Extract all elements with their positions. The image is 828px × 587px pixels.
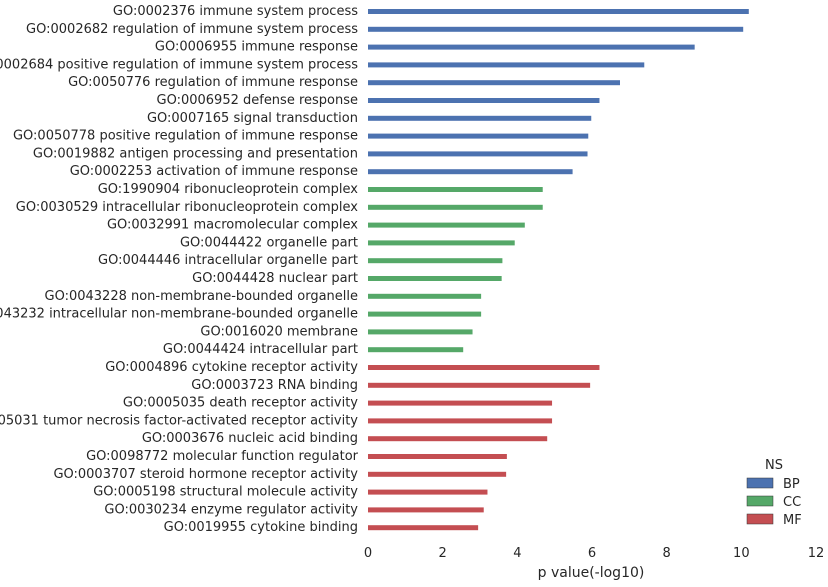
bar-cc (368, 329, 473, 335)
bar-bp (368, 9, 749, 14)
category-label: GO:0002682 regulation of immune system p… (26, 22, 358, 37)
bar-bp (368, 44, 695, 50)
category-label: GO:0050778 positive regulation of immune… (13, 129, 358, 144)
bar-cc (368, 347, 464, 353)
bar-bp (368, 62, 645, 68)
x-tick-label: 0 (364, 546, 372, 561)
category-label: GO:0032991 macromolecular complex (107, 218, 358, 233)
category-label: GO:0044428 nuclear part (192, 271, 358, 286)
category-label: GO:0005031 tumor necrosis factor-activat… (0, 413, 358, 428)
bar-bp (368, 115, 592, 121)
x-axis-ticks-group: 0 2 4 6 8 10 12 (364, 546, 824, 561)
x-tick-label: 4 (513, 546, 521, 561)
bar-cc (368, 222, 525, 228)
category-label: GO:0019882 antigen processing and presen… (33, 146, 358, 161)
legend-label-bp: BP (783, 477, 800, 492)
x-tick-label: 10 (733, 546, 750, 561)
category-label: GO:0006955 immune response (155, 40, 358, 55)
bar-mf (368, 525, 479, 531)
category-label: GO:0044422 organelle part (180, 235, 358, 250)
bar-cc (368, 258, 503, 264)
category-label: GO:0005035 death receptor activity (123, 396, 358, 411)
category-label: GO:0002376 immune system process (113, 4, 358, 19)
category-label: GO:0098772 molecular function regulator (86, 449, 359, 464)
category-label: GO:0003723 RNA binding (191, 378, 358, 393)
category-label: GO:1990904 ribonucleoprotein complex (98, 182, 359, 197)
legend: NS BP CC MF (746, 458, 802, 528)
bar-bp (368, 151, 588, 157)
x-tick-label: 8 (663, 546, 671, 561)
category-label: GO:0016020 membrane (200, 324, 358, 339)
bar-mf (368, 489, 488, 495)
category-label: GO:0005198 structural molecule activity (93, 485, 358, 500)
bar-mf (368, 400, 553, 406)
category-label: GO:0044446 intracellular organelle part (98, 253, 358, 268)
category-label: GO:0030529 intracellular ribonucleoprote… (16, 200, 359, 215)
category-label: GO:0003707 steroid hormone receptor acti… (53, 467, 358, 482)
category-label: GO:0044424 intracellular part (163, 342, 358, 357)
legend-label-cc: CC (783, 495, 801, 510)
bars-group (368, 9, 749, 531)
bar-bp (368, 169, 573, 175)
bar-cc (368, 240, 515, 246)
legend-swatch-cc (746, 495, 774, 507)
x-tick-label: 6 (588, 546, 596, 561)
bar-cc (368, 293, 482, 299)
bar-cc (368, 187, 543, 192)
category-label: GO:0030234 enzyme regulator activity (104, 502, 358, 517)
category-label: GO:0043232 intracellular non-membrane-bo… (0, 307, 358, 322)
category-label: GO:0002253 activation of immune response (70, 164, 358, 179)
bar-mf (368, 365, 600, 370)
category-label: GO:0006952 defense response (157, 93, 359, 108)
category-label: GO:0003676 nucleic acid binding (142, 431, 358, 446)
legend-swatch-bp (746, 477, 774, 489)
bar-cc (368, 204, 543, 210)
legend-label-mf: MF (783, 513, 802, 528)
bar-mf (368, 507, 484, 513)
bar-mf (368, 382, 591, 388)
bar-bp (368, 133, 589, 139)
category-label: GO:0002684 positive regulation of immune… (0, 57, 358, 72)
bar-mf (368, 436, 548, 442)
bar-bp (368, 80, 620, 86)
x-tick-label: 2 (439, 546, 447, 561)
x-tick-label: 12 (808, 546, 825, 561)
category-label: GO:0043228 non-membrane-bounded organell… (45, 289, 359, 304)
category-label: GO:0007165 signal transduction (147, 111, 358, 126)
bar-bp (368, 26, 744, 32)
category-label: GO:0004896 cytokine receptor activity (105, 360, 358, 375)
x-axis-label: p value(-log10) (538, 565, 645, 581)
bar-bp (368, 98, 600, 103)
bar-mf (368, 454, 507, 459)
legend-title: NS (765, 458, 783, 473)
bar-mf (368, 471, 507, 477)
legend-swatch-mf (746, 513, 774, 525)
bar-cc (368, 311, 482, 317)
bar-mf (368, 418, 553, 424)
category-label: GO:0050776 regulation of immune response (68, 75, 358, 90)
bar-cc (368, 276, 502, 281)
category-labels-group: GO:0002376 immune system process GO:00026… (0, 4, 359, 535)
category-label: GO:0019955 cytokine binding (164, 520, 358, 535)
